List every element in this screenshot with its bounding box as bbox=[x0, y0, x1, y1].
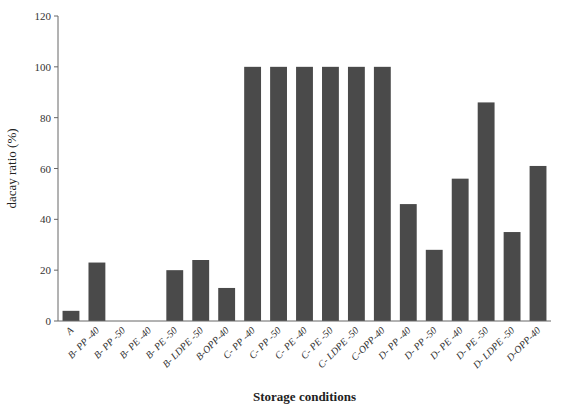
tick-mark bbox=[54, 270, 58, 271]
tick-mark bbox=[54, 117, 58, 118]
bar bbox=[530, 166, 547, 321]
x-axis-line bbox=[58, 321, 551, 322]
tick-label: 80 bbox=[40, 112, 52, 124]
bar bbox=[296, 67, 313, 321]
bar bbox=[218, 288, 235, 321]
tick-label: 40 bbox=[40, 213, 52, 225]
tick-label: 60 bbox=[40, 163, 52, 175]
bar bbox=[244, 67, 261, 321]
bar bbox=[270, 67, 287, 321]
chart: 0 20 40 60 80 100 120 AB- PP -40B- PP -50B- PE … bbox=[0, 0, 565, 409]
tick-label: 100 bbox=[35, 61, 52, 73]
bar bbox=[374, 67, 391, 321]
bar bbox=[504, 232, 521, 321]
tick-label: C- LDPE -50 bbox=[315, 325, 360, 370]
bar bbox=[192, 260, 209, 321]
tick-mark bbox=[54, 321, 58, 322]
bar bbox=[166, 270, 183, 321]
bar bbox=[322, 67, 339, 321]
tick-mark bbox=[54, 219, 58, 220]
tick-label: 0 bbox=[46, 315, 52, 327]
tick-label: D-OPP-40 bbox=[503, 325, 542, 364]
y-axis-line bbox=[58, 16, 59, 321]
tick-mark bbox=[54, 66, 58, 67]
tick-label: 120 bbox=[35, 10, 52, 22]
tick-label: D- LDPE -50 bbox=[470, 325, 517, 372]
y-axis: 0 20 40 60 80 100 120 bbox=[35, 10, 59, 327]
bars bbox=[63, 67, 547, 321]
tick-label: 20 bbox=[40, 264, 52, 276]
bar bbox=[348, 67, 365, 321]
bar bbox=[88, 263, 105, 321]
x-axis-title: Storage conditions bbox=[253, 389, 356, 404]
bar bbox=[426, 250, 443, 321]
bar bbox=[478, 102, 495, 321]
x-axis: AB- PP -40B- PP -50B- PE -40B- PE -50B- … bbox=[63, 324, 543, 371]
tick-label: A bbox=[63, 324, 76, 337]
tick-mark bbox=[54, 168, 58, 169]
bar bbox=[452, 179, 469, 321]
tick-label: B- LDPE -50 bbox=[160, 325, 205, 370]
bar bbox=[400, 204, 417, 321]
y-axis-title: dacay ratio (%) bbox=[4, 128, 19, 208]
tick-mark bbox=[54, 16, 58, 17]
bar bbox=[63, 311, 80, 321]
